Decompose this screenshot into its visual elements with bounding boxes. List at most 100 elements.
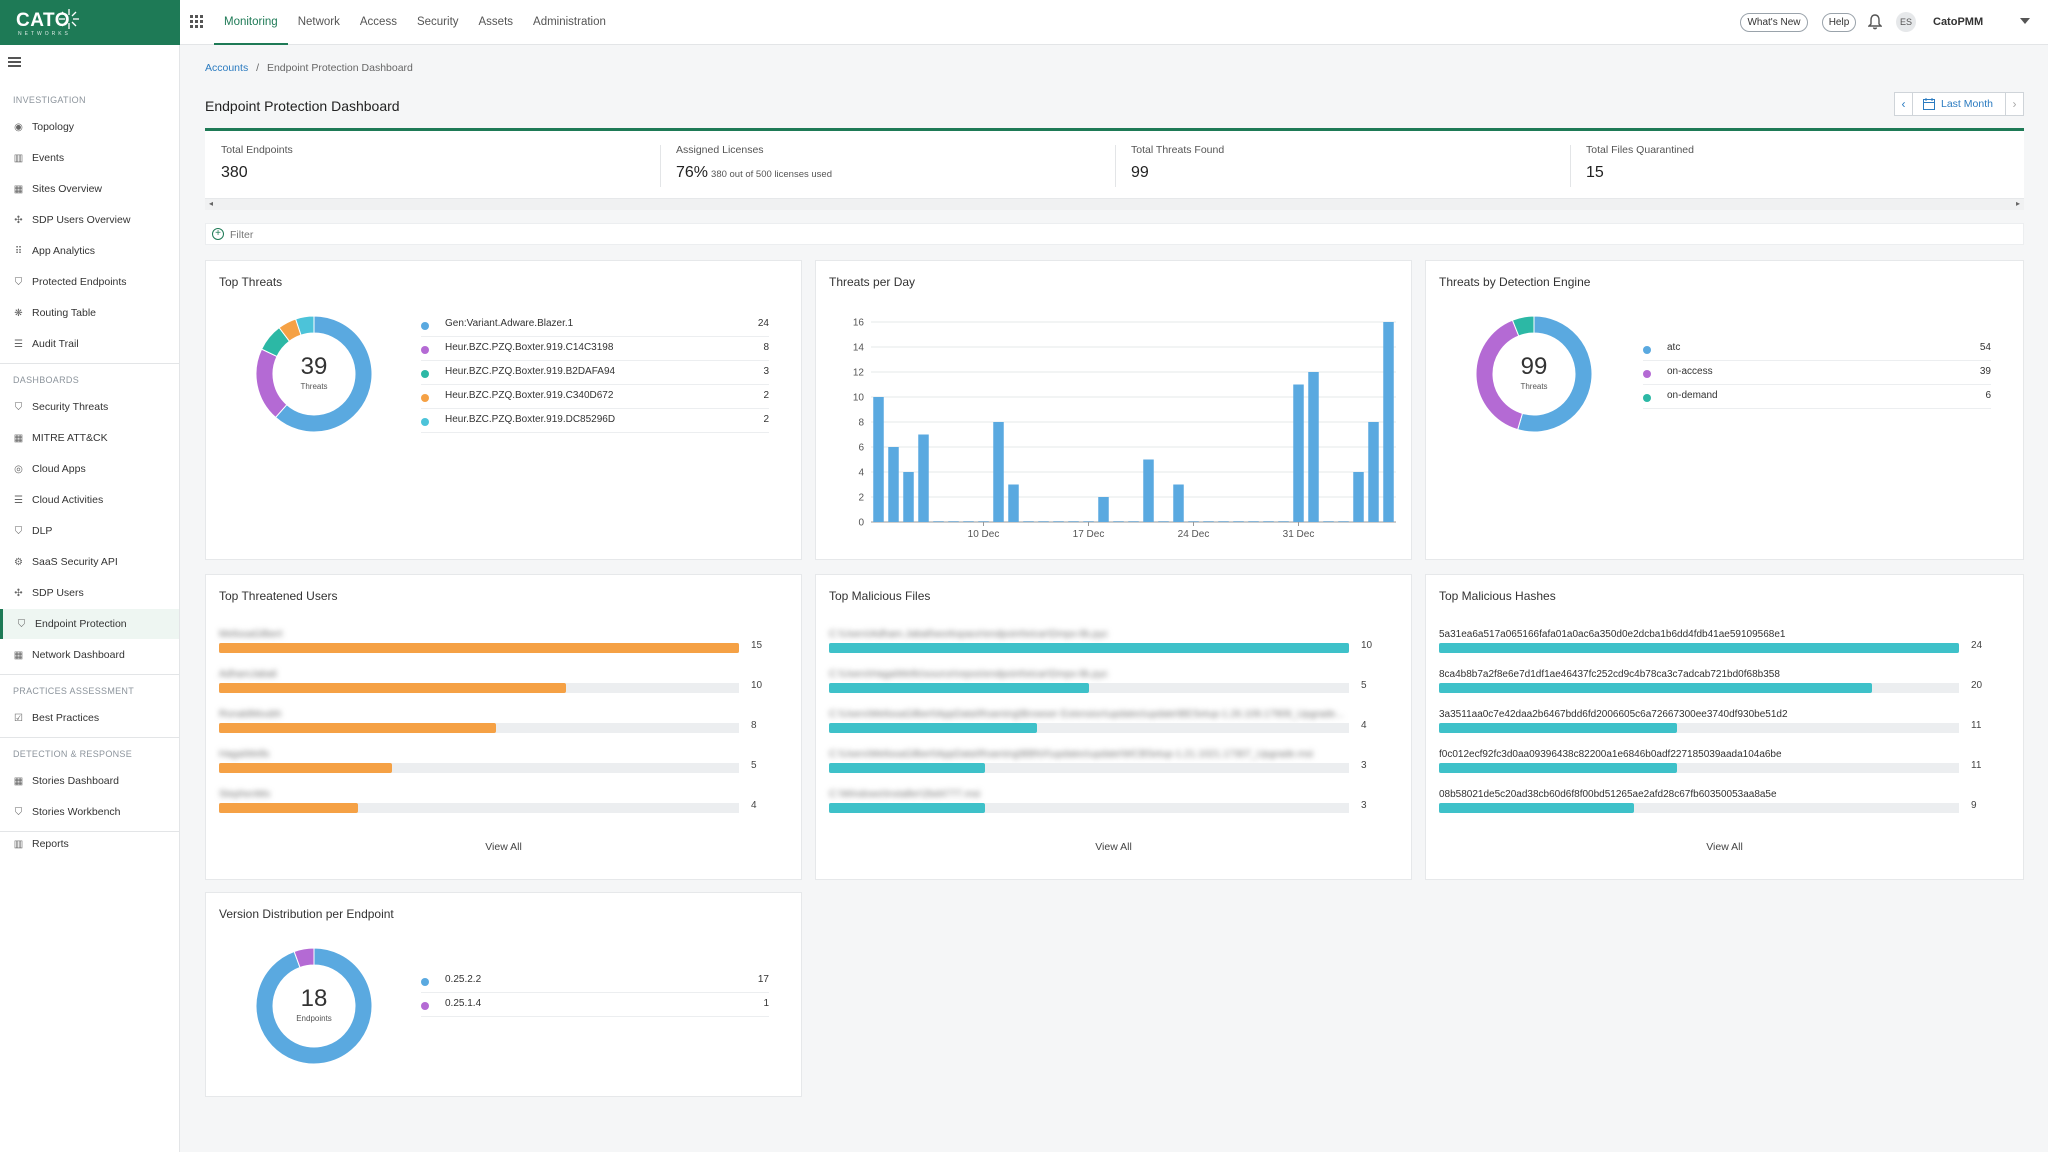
sidebar-item-network-dashboard[interactable]: ▦ Network Dashboard (0, 640, 179, 670)
threats-per-day-chart[interactable]: 0 2 4 6 8 10 12 14 16 10 Dec 17 Dec 24 Dec 31 Dec (816, 301, 1413, 541)
filter-bar[interactable]: + Filter (205, 223, 2024, 245)
sidebar-item-routing-table[interactable]: ❋ Routing Table (0, 298, 179, 328)
bar-label[interactable]: C:\Users\HagaiWells\source\repos\endpoin… (829, 669, 1108, 680)
bar[interactable] (1188, 521, 1199, 522)
view-all-link[interactable]: View All (485, 841, 522, 853)
sidebar-item-topology[interactable]: ◉ Topology (0, 112, 179, 142)
bar-label[interactable]: AdhamJabali (219, 669, 277, 680)
sidebar-item-sdp-users[interactable]: ✣ SDP Users (0, 578, 179, 608)
bar[interactable] (1143, 459, 1154, 523)
legend-row[interactable]: 0.25.2.2 17 (421, 969, 769, 993)
donut-slice-0[interactable] (1517, 315, 1593, 433)
sidebar-item-security-threats[interactable]: ⛉ Security Threats (0, 392, 179, 422)
legend-row[interactable]: Heur.BZC.PZQ.Boxter.919.DC85296D 2 (421, 409, 769, 433)
bell-icon[interactable] (1868, 14, 1882, 30)
sidebar-item-mitre[interactable]: ▦ MITRE ATT&CK (0, 423, 179, 453)
breadcrumb-accounts-link[interactable]: Accounts (205, 62, 249, 74)
nav-assets[interactable]: Assets (478, 16, 514, 28)
bar[interactable] (888, 447, 899, 522)
apps-grid-icon[interactable] (190, 15, 204, 29)
bar-label[interactable]: 8ca4b8b7a2f8e6e7d1df1ae46437fc252cd9c4b7… (1439, 669, 1780, 680)
sidebar-item-protected-endpoints[interactable]: ⛉ Protected Endpoints (0, 267, 179, 297)
sidebar-item-app-analytics[interactable]: ⠿ App Analytics (0, 236, 179, 266)
view-all-link[interactable]: View All (1706, 841, 1743, 853)
view-all-link[interactable]: View All (1095, 841, 1132, 853)
donut-slice-0[interactable] (274, 315, 373, 433)
bar[interactable] (978, 521, 989, 522)
legend-row[interactable]: Heur.BZC.PZQ.Boxter.919.B2DAFA94 3 (421, 361, 769, 385)
bar-label[interactable]: 3a3511aa0c7e42daa2b6467bdd6fd2006605c6a7… (1439, 709, 1788, 720)
help-button[interactable]: Help (1822, 13, 1856, 32)
bar-label[interactable]: StephenMo (219, 789, 271, 800)
version-distribution-donut[interactable] (244, 936, 384, 1076)
chevron-left-icon[interactable]: ‹ (1895, 93, 1913, 115)
bar-label[interactable]: 5a31ea6a517a065166fafa01a0ac6a350d0e2dcb… (1439, 629, 1786, 640)
bar[interactable] (963, 521, 974, 522)
bar-list-item[interactable]: RonaldMoubh 8 (219, 709, 789, 749)
bar[interactable] (1248, 521, 1259, 522)
bar[interactable] (1203, 521, 1214, 522)
sidebar-item-endpoint-protection[interactable]: ⛉ Endpoint Protection (0, 609, 179, 639)
bar-label[interactable]: RonaldMoubh (219, 709, 282, 720)
legend-row[interactable]: on-demand 6 (1643, 385, 1991, 409)
bar-list-item[interactable]: HagaiWells 5 (219, 749, 789, 789)
legend-row[interactable]: Heur.BZC.PZQ.Boxter.919.C340D672 2 (421, 385, 769, 409)
bar[interactable] (1113, 521, 1124, 522)
chevron-down-icon[interactable] (2020, 18, 2030, 24)
bar[interactable] (1023, 521, 1034, 522)
horizontal-scrollbar[interactable]: ◂ ▸ (205, 198, 2024, 210)
sidebar-item-reports[interactable]: ▥ Reports (0, 829, 179, 859)
bar[interactable] (1233, 521, 1244, 522)
bar-label[interactable]: HagaiWells (219, 749, 270, 760)
sidebar-item-sites-overview[interactable]: ▦ Sites Overview (0, 174, 179, 204)
bar-list-item[interactable]: C:\Windows\Installer\2bd4777.msi 3 (829, 789, 1399, 829)
legend-row[interactable]: 0.25.1.4 1 (421, 993, 769, 1017)
bar[interactable] (1038, 521, 1049, 522)
bar[interactable] (873, 397, 884, 522)
bar-list-item[interactable]: 08b58021de5c20ad38cb60d6f8f00bd51265ae2a… (1439, 789, 2009, 829)
bar-label[interactable]: 08b58021de5c20ad38cb60d6f8f00bd51265ae2a… (1439, 789, 1777, 800)
donut-slice-1[interactable] (293, 947, 315, 969)
bar[interactable] (933, 521, 944, 522)
sidebar-item-stories-dashboard[interactable]: ▦ Stories Dashboard (0, 766, 179, 796)
bar[interactable] (1263, 521, 1274, 522)
bar[interactable] (1128, 521, 1139, 522)
sidebar-item-cloud-activities[interactable]: ☰ Cloud Activities (0, 485, 179, 515)
scroll-left-icon[interactable]: ◂ (209, 199, 214, 208)
scroll-right-icon[interactable]: ▸ (2015, 199, 2020, 208)
bar[interactable] (1083, 521, 1094, 522)
top-threats-donut[interactable] (244, 304, 384, 444)
bar[interactable] (1218, 521, 1229, 522)
bar-list-item[interactable]: C:\Users\HagaiWells\source\repos\endpoin… (829, 669, 1399, 709)
bar[interactable] (903, 472, 914, 522)
legend-row[interactable]: atc 54 (1643, 337, 1991, 361)
bar[interactable] (1308, 372, 1319, 522)
nav-access[interactable]: Access (359, 16, 397, 28)
legend-row[interactable]: on-access 39 (1643, 361, 1991, 385)
bar[interactable] (1098, 497, 1109, 522)
bar[interactable] (1173, 484, 1184, 523)
sidebar-item-audit-trail[interactable]: ☰ Audit Trail (0, 329, 179, 359)
bar-label[interactable]: f0c012ecf92fc3d0aa09396438c82200a1e6846b… (1439, 749, 1782, 760)
nav-monitoring[interactable]: Monitoring (214, 0, 288, 45)
bar[interactable] (1293, 384, 1304, 523)
bar[interactable] (1338, 521, 1349, 522)
donut-slice-0[interactable] (255, 947, 373, 1065)
bar-list-item[interactable]: AdhamJabali 10 (219, 669, 789, 709)
bar[interactable] (1353, 472, 1364, 522)
whats-new-button[interactable]: What's New (1740, 13, 1808, 32)
bar-list-item[interactable]: 3a3511aa0c7e42daa2b6467bdd6fd2006605c6a7… (1439, 709, 2009, 749)
sidebar-item-saas-security-api[interactable]: ⚙ SaaS Security API (0, 547, 179, 577)
bar-label[interactable]: C:\Windows\Installer\2bd4777.msi (829, 789, 981, 800)
legend-row[interactable]: Gen:Variant.Adware.Blazer.1 24 (421, 313, 769, 337)
bar[interactable] (993, 422, 1004, 522)
bar-list-item[interactable]: 5a31ea6a517a065166fafa01a0ac6a350d0e2dcb… (1439, 629, 2009, 669)
calendar-icon[interactable] (1923, 98, 1935, 110)
sidebar-item-dlp[interactable]: ⛉ DLP (0, 516, 179, 546)
sidebar-item-sdp-users-overview[interactable]: ✣ SDP Users Overview (0, 205, 179, 235)
bar-label[interactable]: C:\Users\MelissaGilbert\AppData\Roaming\… (829, 709, 1344, 720)
bar-list-item[interactable]: C:\Users\Adham.Jabali\workspace\endpoint… (829, 629, 1399, 669)
sidebar-item-best-practices[interactable]: ☑ Best Practices (0, 703, 179, 733)
legend-row[interactable]: Heur.BZC.PZQ.Boxter.919.C14C3198 8 (421, 337, 769, 361)
bar-list-item[interactable]: C:\Users\MelissaGilbert\AppData\Roaming\… (829, 709, 1399, 749)
